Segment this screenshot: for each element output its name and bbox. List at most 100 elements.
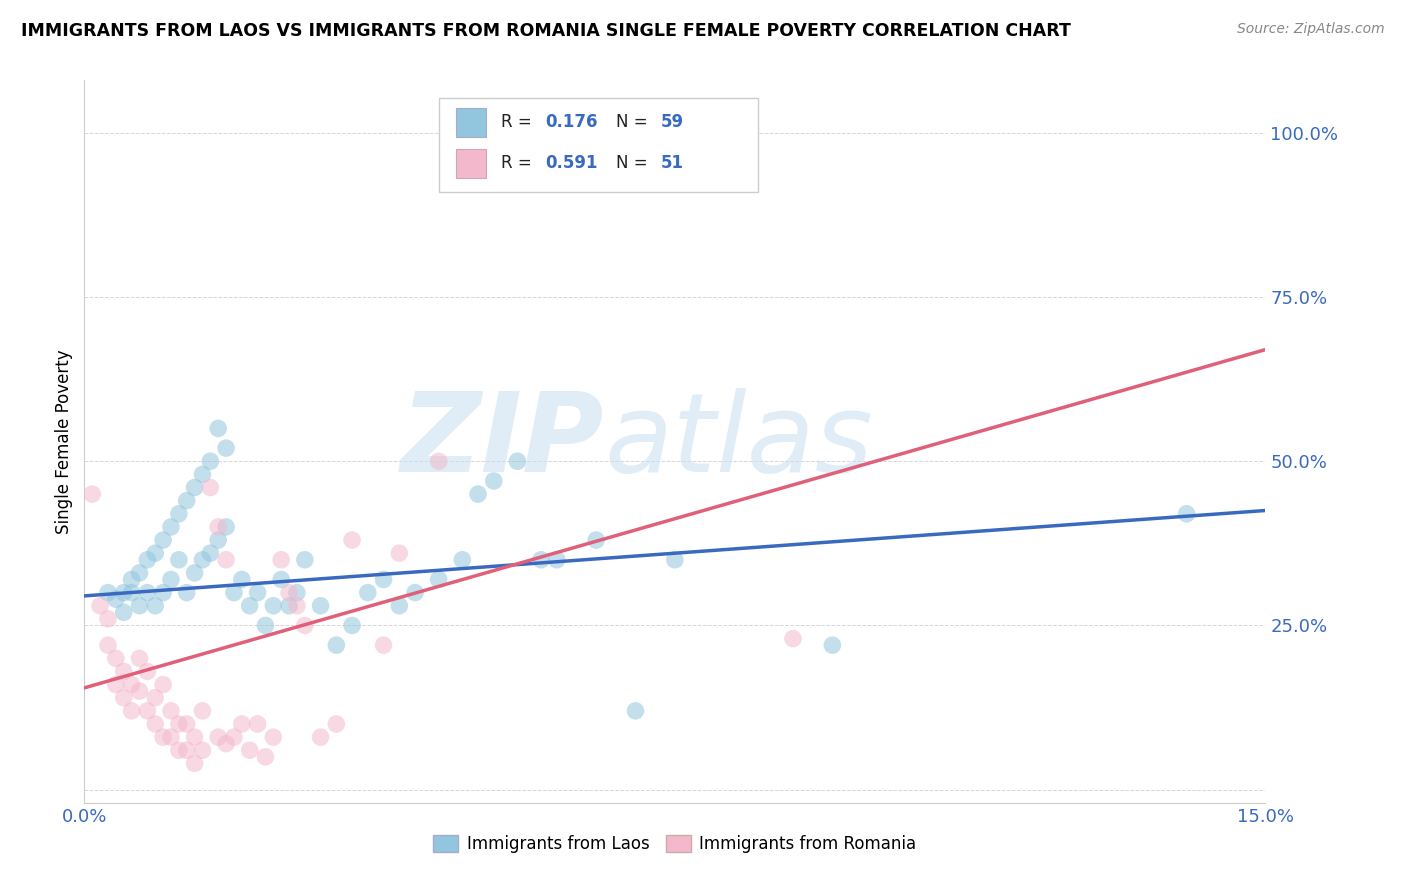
Point xyxy=(664,553,686,567)
Point xyxy=(136,665,159,679)
Point xyxy=(262,730,284,744)
Point xyxy=(128,651,150,665)
Point xyxy=(191,553,214,567)
Point xyxy=(239,743,262,757)
Point xyxy=(239,599,262,613)
Point xyxy=(200,481,222,495)
Point xyxy=(112,605,135,619)
Point xyxy=(530,553,553,567)
FancyBboxPatch shape xyxy=(439,98,758,193)
Point xyxy=(97,612,120,626)
Text: N =: N = xyxy=(616,113,652,131)
Y-axis label: Single Female Poverty: Single Female Poverty xyxy=(55,350,73,533)
Point xyxy=(121,573,143,587)
Point xyxy=(183,730,205,744)
Point xyxy=(112,690,135,705)
Point xyxy=(285,585,308,599)
Point xyxy=(143,546,166,560)
Point xyxy=(325,717,347,731)
Point xyxy=(270,553,292,567)
Point xyxy=(136,553,159,567)
Point xyxy=(183,566,205,580)
Point xyxy=(152,585,174,599)
Text: N =: N = xyxy=(616,154,652,172)
Point xyxy=(585,533,607,547)
Point xyxy=(160,520,183,534)
Point xyxy=(200,546,222,560)
Point xyxy=(160,573,183,587)
Point xyxy=(278,585,301,599)
Point xyxy=(309,730,332,744)
Point xyxy=(207,520,229,534)
Point xyxy=(160,704,183,718)
Point xyxy=(160,730,183,744)
Point xyxy=(121,704,143,718)
Point xyxy=(200,454,222,468)
Point xyxy=(357,585,380,599)
Point xyxy=(167,553,190,567)
Text: IMMIGRANTS FROM LAOS VS IMMIGRANTS FROM ROMANIA SINGLE FEMALE POVERTY CORRELATIO: IMMIGRANTS FROM LAOS VS IMMIGRANTS FROM … xyxy=(21,22,1071,40)
Point xyxy=(152,730,174,744)
Text: R =: R = xyxy=(502,113,537,131)
Point xyxy=(167,743,190,757)
Point xyxy=(340,618,363,632)
Point xyxy=(176,493,198,508)
Point xyxy=(143,690,166,705)
Point xyxy=(112,665,135,679)
Point xyxy=(207,421,229,435)
Point xyxy=(136,585,159,599)
Point xyxy=(191,467,214,482)
Point xyxy=(176,743,198,757)
Point xyxy=(215,441,238,455)
Point xyxy=(427,573,450,587)
Point xyxy=(215,520,238,534)
Point xyxy=(246,717,269,731)
FancyBboxPatch shape xyxy=(457,149,486,178)
Text: 0.591: 0.591 xyxy=(546,154,598,172)
Point xyxy=(624,704,647,718)
Point xyxy=(340,533,363,547)
Point xyxy=(176,717,198,731)
Point xyxy=(121,585,143,599)
Point xyxy=(167,717,190,731)
Point xyxy=(183,756,205,771)
Point xyxy=(427,454,450,468)
Point xyxy=(183,481,205,495)
Point xyxy=(104,651,127,665)
Point xyxy=(451,553,474,567)
Point xyxy=(121,677,143,691)
Legend: Immigrants from Laos, Immigrants from Romania: Immigrants from Laos, Immigrants from Ro… xyxy=(426,828,924,860)
Point xyxy=(270,573,292,587)
Point xyxy=(128,566,150,580)
Point xyxy=(97,638,120,652)
Point xyxy=(104,677,127,691)
Point xyxy=(215,553,238,567)
Point xyxy=(294,553,316,567)
Point xyxy=(128,599,150,613)
Point xyxy=(278,599,301,613)
Point xyxy=(388,599,411,613)
Point xyxy=(176,585,198,599)
Point xyxy=(404,585,426,599)
Point xyxy=(388,546,411,560)
Text: atlas: atlas xyxy=(605,388,873,495)
Point xyxy=(325,638,347,652)
Text: Source: ZipAtlas.com: Source: ZipAtlas.com xyxy=(1237,22,1385,37)
Point xyxy=(191,704,214,718)
Text: 59: 59 xyxy=(661,113,683,131)
Point xyxy=(231,717,253,731)
Point xyxy=(482,474,505,488)
Text: 0.176: 0.176 xyxy=(546,113,598,131)
Text: ZIP: ZIP xyxy=(401,388,605,495)
Point xyxy=(254,618,277,632)
Point xyxy=(821,638,844,652)
Point xyxy=(467,487,489,501)
Point xyxy=(254,749,277,764)
Point xyxy=(546,553,568,567)
Point xyxy=(373,573,395,587)
Point xyxy=(246,585,269,599)
Point xyxy=(89,599,111,613)
Point xyxy=(152,677,174,691)
Point xyxy=(207,533,229,547)
Point xyxy=(262,599,284,613)
